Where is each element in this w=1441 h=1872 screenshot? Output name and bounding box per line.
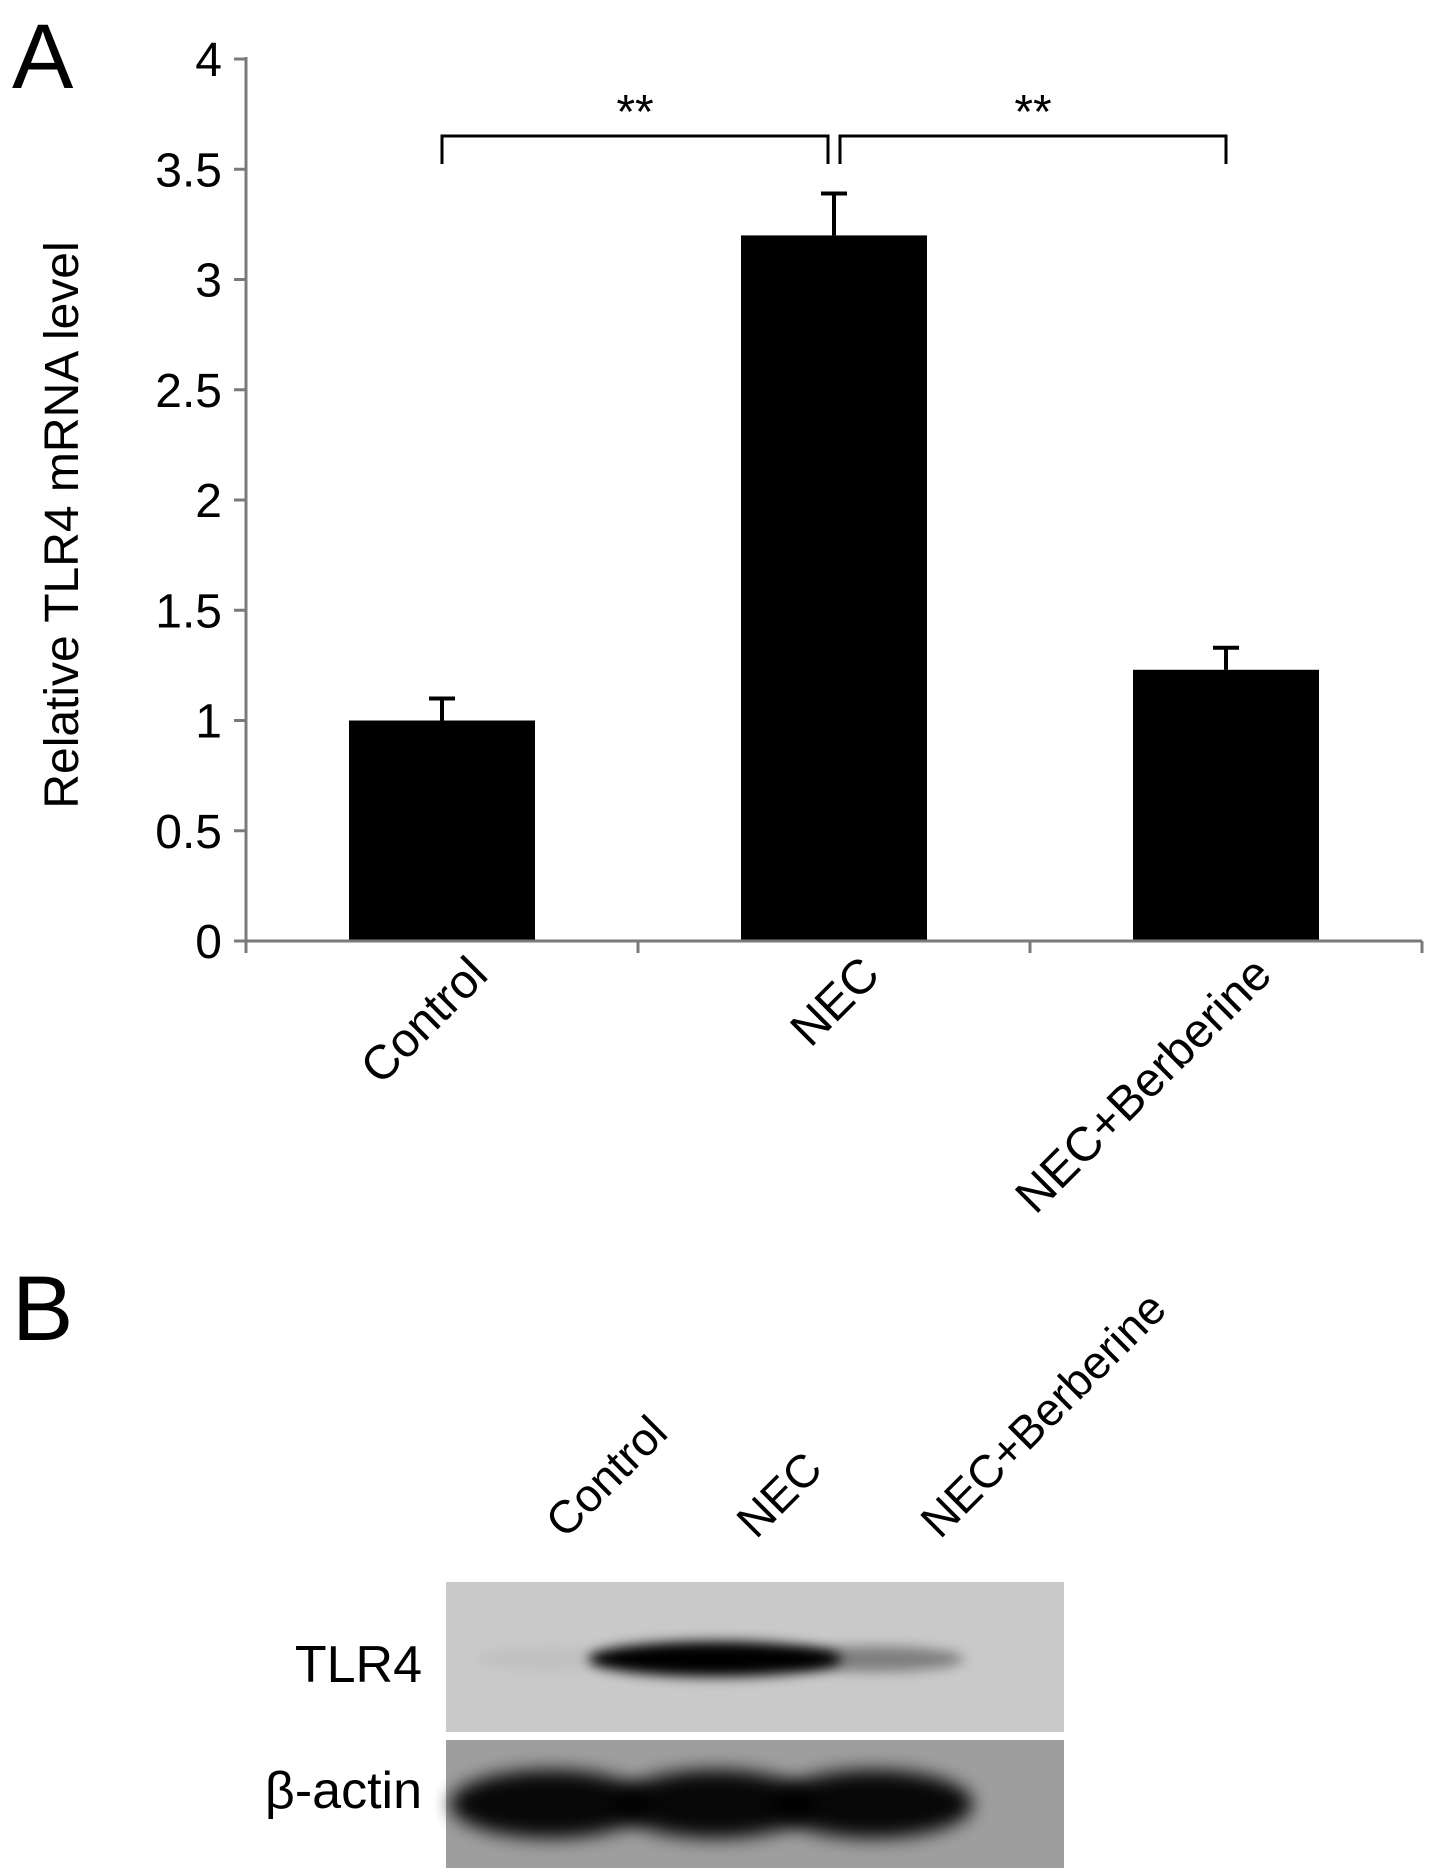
x-tick-label: Control — [351, 947, 498, 1094]
y-tick-label: 0 — [195, 916, 222, 969]
significance-bracket: ** — [440, 86, 830, 164]
y-tick-label: 4 — [195, 34, 222, 87]
x-tick-label: NEC+Berberine — [1006, 947, 1282, 1223]
blot-row-label-beta-actin: β-actin — [265, 1762, 422, 1820]
bar-chart: Relative TLR4 mRNA level 0 0.5 1 1.5 2 2.5 3 3.… — [36, 34, 1424, 1223]
significance-brackets: ** ** — [440, 86, 1228, 164]
bars — [349, 235, 1319, 941]
blot-lane-label: NEC+Berberine — [910, 1282, 1175, 1547]
significance-label: ** — [1014, 86, 1051, 139]
y-tick-label: 2 — [195, 475, 222, 528]
bar-nec-berberine — [1133, 669, 1319, 941]
blot-row-label-tlr4: TLR4 — [295, 1636, 422, 1694]
significance-label: ** — [616, 86, 653, 139]
blot-band — [615, 1770, 815, 1838]
y-tick-label: 3.5 — [155, 144, 222, 197]
x-tick-label: NEC — [781, 947, 890, 1056]
panel-label-a: A — [12, 6, 74, 108]
y-tick-label: 2.5 — [155, 365, 222, 418]
blot-lane-labels: Control NEC NEC+Berberine — [535, 1282, 1175, 1547]
y-tick-label: 1.5 — [155, 585, 222, 638]
bar-nec — [741, 235, 927, 941]
axes — [244, 57, 1424, 953]
y-tick-label: 1 — [195, 696, 222, 749]
western-blot: Control NEC NEC+Berberine TLR4 β-actin — [265, 1282, 1176, 1868]
error-bars — [429, 191, 1239, 721]
blot-row-beta-actin — [446, 1740, 1064, 1868]
blot-rows — [446, 1582, 1064, 1868]
error-bar — [821, 191, 847, 236]
blot-band — [477, 1648, 623, 1670]
blot-band — [588, 1641, 842, 1677]
blot-band — [450, 1770, 650, 1838]
blot-lane-label: NEC — [726, 1442, 831, 1547]
x-axis-labels: Control NEC NEC+Berberine — [351, 947, 1282, 1223]
y-axis-ticks: 0 0.5 1 1.5 2 2.5 3 3.5 4 — [155, 34, 246, 969]
y-tick-label: 3 — [195, 255, 222, 308]
error-bar — [429, 696, 455, 721]
panel-label-b: B — [12, 1258, 73, 1360]
blot-row-tlr4 — [446, 1582, 1064, 1732]
y-axis-label: Relative TLR4 mRNA level — [36, 241, 89, 808]
significance-bracket: ** — [838, 86, 1228, 164]
y-tick-label: 0.5 — [155, 806, 222, 859]
blot-band — [782, 1646, 964, 1672]
blot-lane-label: Control — [535, 1405, 677, 1547]
bar-control — [349, 720, 535, 941]
blot-band — [773, 1770, 973, 1838]
error-bar — [1213, 645, 1239, 670]
